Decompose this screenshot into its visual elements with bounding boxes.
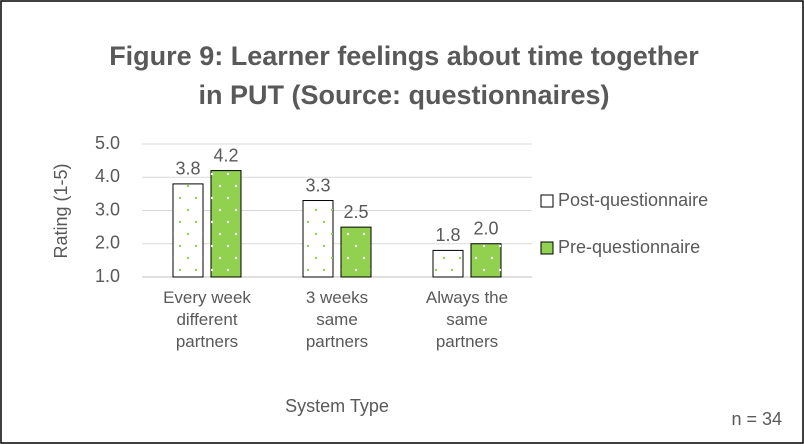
legend-label: Pre-questionnaire xyxy=(558,237,700,257)
bar xyxy=(302,200,334,278)
data-label: 1.8 xyxy=(435,225,460,245)
bar xyxy=(432,249,464,278)
x-tick-label: 3 weeks same partners xyxy=(305,288,369,351)
legend-swatch xyxy=(540,241,554,255)
legend-label: Post-questionnaire xyxy=(558,190,708,210)
chart-title: Figure 9: Learner feelings about time to… xyxy=(109,41,699,71)
x-tick-label: Always the same partners xyxy=(425,288,509,351)
y-tick-label: 5.0 xyxy=(95,133,120,153)
y-tick-label: 4.0 xyxy=(95,166,120,186)
y-tick-label: 1.0 xyxy=(95,266,120,286)
data-label: 3.3 xyxy=(305,175,330,195)
x-tick-label-box: Every week different partners xyxy=(163,288,251,351)
bar xyxy=(470,243,502,278)
y-tick-label: 2.0 xyxy=(95,233,120,253)
bar xyxy=(340,226,372,278)
legend-swatch xyxy=(540,194,554,208)
bar xyxy=(210,170,242,278)
y-tick-label: 3.0 xyxy=(95,199,120,219)
bar xyxy=(172,183,204,278)
data-label: 2.0 xyxy=(473,219,498,239)
x-tick-label-box: Always the same partners xyxy=(425,288,509,351)
data-label: 4.2 xyxy=(213,145,238,165)
chart-title: in PUT (Source: questionnaires) xyxy=(198,80,609,110)
annotation: n = 34 xyxy=(731,409,782,429)
data-label: 3.8 xyxy=(175,159,200,179)
data-label: 2.5 xyxy=(343,202,368,222)
y-axis-label: Rating (1-5) xyxy=(51,163,71,258)
x-axis-label: System Type xyxy=(285,396,389,416)
x-tick-label: Every week different partners xyxy=(163,288,251,351)
x-tick-label-box: 3 weeks same partners xyxy=(305,288,369,351)
